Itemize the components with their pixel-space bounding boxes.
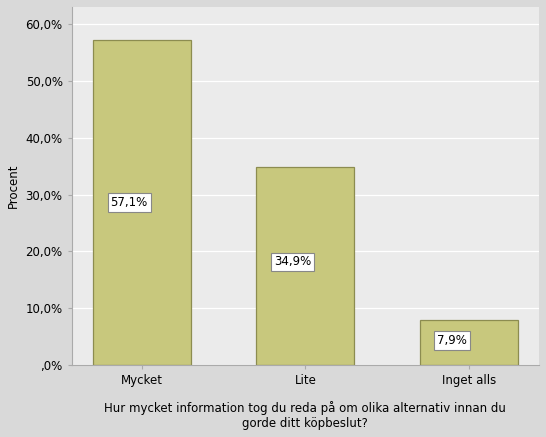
Bar [93, 41, 191, 365]
X-axis label: Hur mycket information tog du reda på om olika alternativ innan du
gorde ditt kö: Hur mycket information tog du reda på om… [104, 401, 506, 430]
Bar [256, 167, 354, 365]
Bar [420, 320, 518, 365]
Y-axis label: Procent: Procent [7, 164, 20, 208]
Text: 34,9%: 34,9% [274, 256, 311, 268]
Text: 57,1%: 57,1% [110, 196, 148, 209]
Text: 7,9%: 7,9% [437, 334, 467, 347]
